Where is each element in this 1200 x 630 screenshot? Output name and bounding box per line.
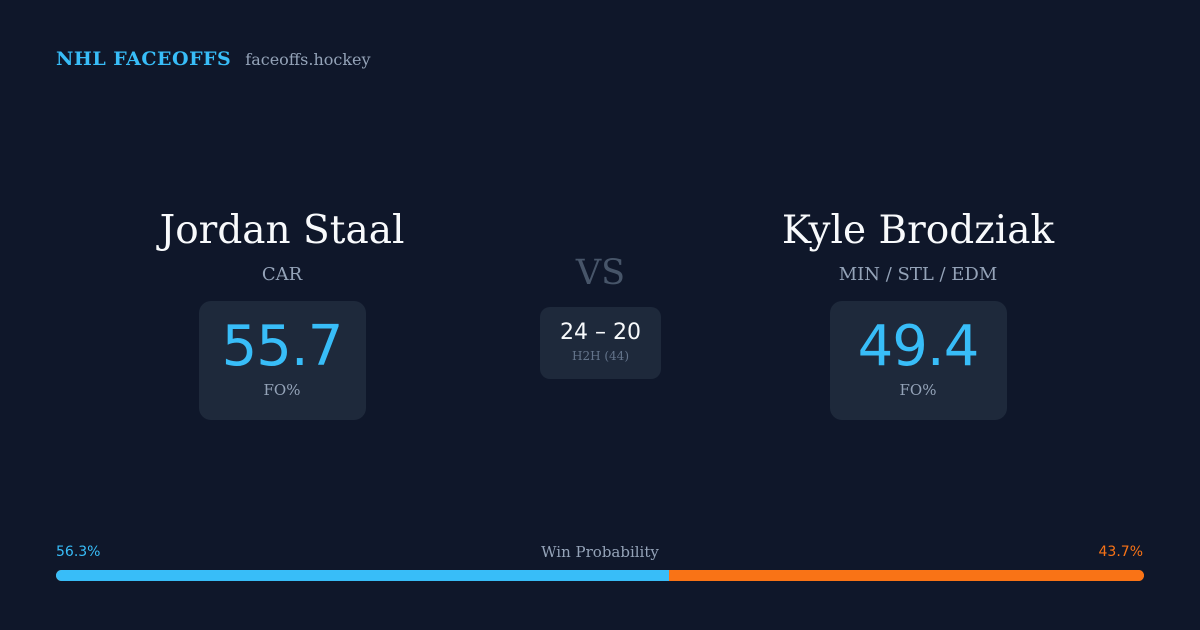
faceoff-percentage-right: 49.4 <box>857 314 980 379</box>
win-probability-title: Win Probability <box>541 543 659 561</box>
player-card-right: Kyle Brodziak MIN / STL / EDM 49.4 FO% <box>708 205 1128 420</box>
faceoff-percentage-left: 55.7 <box>221 314 344 379</box>
faceoff-stat-card-left: 55.7 FO% <box>198 301 366 420</box>
head-to-head-card: 24 – 20 H2H (44) <box>540 307 661 379</box>
player-name-left: Jordan Staal <box>159 208 405 253</box>
faceoff-label-left: FO% <box>263 381 301 399</box>
win-probability-bar <box>56 570 1144 581</box>
player-team-right: MIN / STL / EDM <box>838 264 998 285</box>
header: NHL FACEOFFS faceoffs.hockey <box>56 48 371 70</box>
brand-title[interactable]: NHL FACEOFFS <box>56 48 232 70</box>
faceoff-label-right: FO% <box>899 381 937 399</box>
head-to-head-score: 24 – 20 <box>560 320 641 345</box>
versus-label: VS <box>575 253 626 293</box>
site-domain[interactable]: faceoffs.hockey <box>245 50 371 69</box>
win-probability-left-value: 56.3% <box>56 544 101 560</box>
player-team-left: CAR <box>261 264 303 285</box>
faceoff-stat-card-right: 49.4 FO% <box>829 301 1007 420</box>
head-to-head-label: H2H (44) <box>571 349 629 363</box>
player-card-left: Jordan Staal CAR 55.7 FO% <box>72 205 492 420</box>
win-probability-right-value: 43.7% <box>1098 544 1143 560</box>
win-probability-fill-left <box>56 570 669 581</box>
win-probability-fill-right <box>668 570 1144 581</box>
player-name-right: Kyle Brodziak <box>781 208 1055 253</box>
